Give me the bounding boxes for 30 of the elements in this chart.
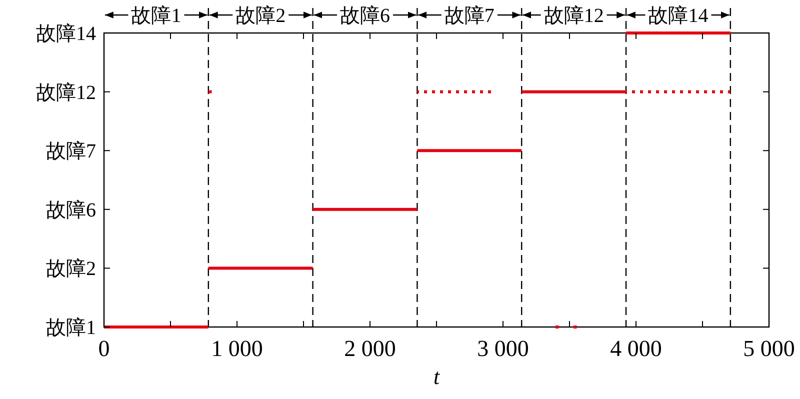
- annotation: 故障2: [236, 5, 286, 27]
- y-tick-label: 故障2: [46, 258, 96, 280]
- y-tick-label: 故障12: [36, 82, 96, 104]
- annotation: 故障14: [648, 5, 708, 27]
- bar: [573, 326, 577, 328]
- annotation: 故障12: [544, 5, 604, 27]
- y-tick-label: 故障1: [46, 317, 96, 339]
- x-tick-label: 0: [98, 336, 110, 361]
- x-tick-label: 3 000: [477, 336, 529, 361]
- bar: [626, 90, 730, 94]
- x-tick-label: 5 000: [743, 336, 795, 361]
- y-tick-label: 故障14: [36, 23, 96, 45]
- x-axis-title: t: [433, 364, 440, 389]
- x-tick-label: 4 000: [610, 336, 662, 361]
- bar: [208, 90, 212, 94]
- annotation: 故障1: [131, 5, 182, 27]
- bar: [208, 266, 313, 270]
- x-tick-label: 1 000: [211, 336, 263, 361]
- x-tick-label: 2 000: [344, 336, 396, 361]
- annotation: 故障6: [340, 5, 390, 27]
- bar: [626, 32, 730, 34]
- y-tick-label: 故障6: [46, 199, 96, 222]
- bar: [417, 90, 492, 94]
- bar: [522, 90, 626, 94]
- bar: [312, 208, 418, 211]
- bar: [104, 326, 208, 328]
- y-tick-label: 故障7: [46, 140, 96, 163]
- annotation: 故障7: [444, 5, 494, 27]
- bar: [556, 326, 559, 328]
- bar: [417, 149, 522, 152]
